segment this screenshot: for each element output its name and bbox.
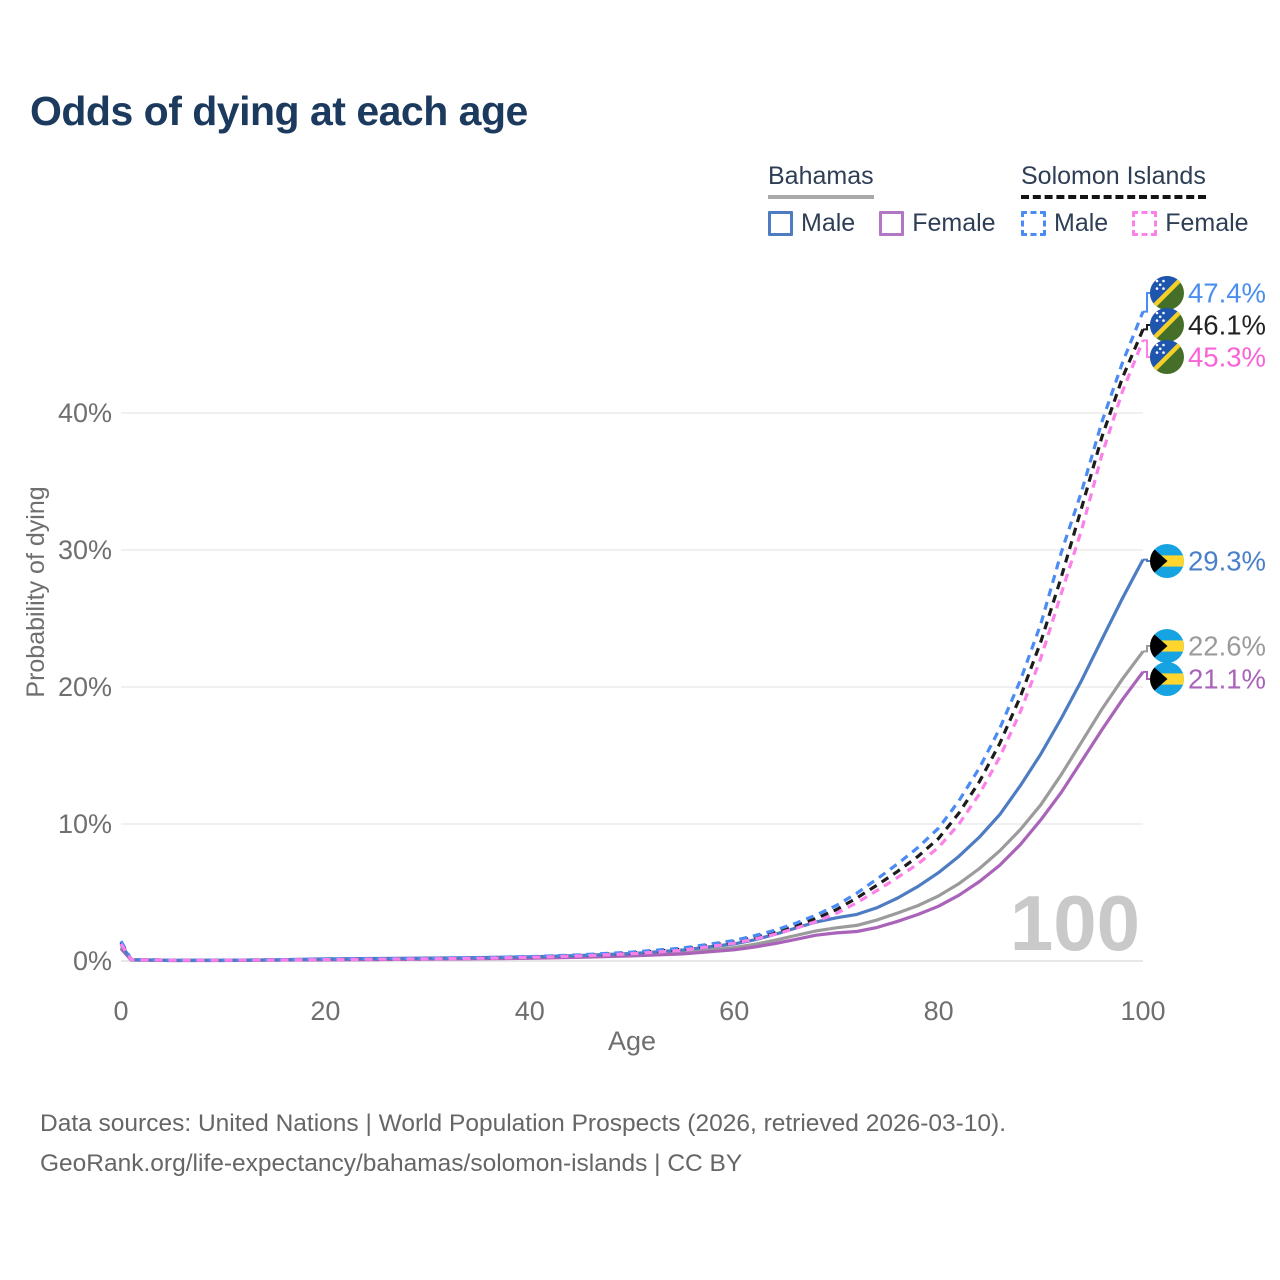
end-value-label: 22.6% [1188,631,1266,662]
x-tick-label: 20 [310,996,340,1026]
x-tick-label: 0 [113,996,128,1026]
y-tick-label: 20% [58,672,112,702]
legend-label-solomon-islands-male: Male [1054,209,1109,237]
legend-group-solomon-islands: Solomon Islands Male Female [1021,162,1249,238]
bahamas-flag-icon [1150,662,1184,696]
series-line-solomon-islands-male[interactable] [119,311,1145,962]
legend-group-bahamas: Bahamas Male Female [768,162,996,238]
footer: Data sources: United Nations | World Pop… [40,1104,1006,1184]
x-tick-label: 100 [1120,996,1165,1026]
data-sources-line: Data sources: United Nations | World Pop… [40,1110,1007,1137]
series-line-bahamas-both[interactable] [119,650,1145,963]
end-value-label: 46.1% [1188,310,1266,341]
solomon-islands-male-swatch-icon [1021,211,1046,236]
series-line-bahamas-male[interactable] [119,558,1145,962]
age-watermark: 100 [1010,879,1140,967]
bahamas-flag-icon [1150,629,1184,663]
legend-item-solomon-islands-male[interactable]: Male [1021,209,1108,238]
bahamas-female-swatch-icon [879,211,905,236]
bahamas-male-swatch-icon [768,211,793,236]
end-value-label: 47.4% [1188,278,1266,309]
y-axis-title: Probability of dying [22,486,50,697]
end-value-label: 21.1% [1188,664,1266,695]
solomon-islands-female-swatch-icon [1132,211,1158,236]
legend-item-bahamas-male[interactable]: Male [768,209,855,238]
end-value-label: 29.3% [1188,546,1266,577]
legend-items-bahamas: Male Female [768,209,996,238]
series-line-solomon-islands-both[interactable] [119,328,1145,962]
x-tick-label: 60 [719,996,749,1026]
bahamas-flag-icon [1150,544,1184,578]
legend-group-title-bahamas: Bahamas [768,162,874,199]
x-tick-label: 80 [924,996,954,1026]
page-title: Odds of dying at each age [30,88,528,134]
legend-label-bahamas-male: Male [801,209,856,237]
series-line-bahamas-female[interactable] [119,670,1145,963]
legend-label-bahamas-female: Female [912,209,996,237]
x-axis-title: Age [608,1026,656,1056]
legend-group-title-solomon-islands: Solomon Islands [1021,162,1206,199]
y-tick-label: 30% [58,535,112,565]
y-tick-label: 0% [73,946,112,976]
solomon-islands-flag-icon [1150,308,1184,342]
legend-items-solomon-islands: Male Female [1021,209,1249,238]
legend-label-solomon-islands-female: Female [1165,209,1249,237]
solomon-islands-flag-icon [1150,276,1184,310]
y-tick-label: 10% [58,809,112,839]
end-value-label: 45.3% [1188,342,1266,373]
y-tick-label: 40% [58,398,112,428]
solomon-islands-flag-icon [1150,340,1184,374]
legend-item-solomon-islands-female[interactable]: Female [1132,209,1249,238]
legend-item-bahamas-female[interactable]: Female [879,209,996,238]
x-tick-label: 40 [515,996,545,1026]
series-line-solomon-islands-female[interactable] [119,339,1145,962]
attribution-line: GeoRank.org/life-expectancy/bahamas/solo… [40,1150,743,1177]
